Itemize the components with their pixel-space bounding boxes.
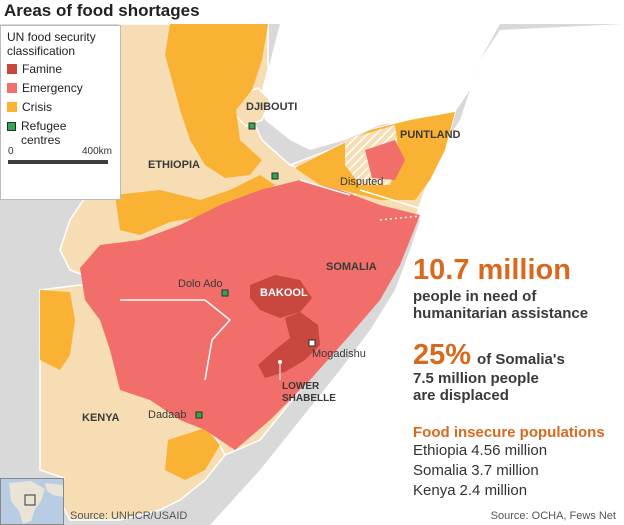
label-shabelle: SHABELLE [282,393,336,404]
label-mogadishu: Mogadishu [312,348,366,360]
displaced-value: 25% [413,339,472,371]
source-right: Source: OCHA, Fews Net [490,510,616,522]
people-in-need-desc: people in need of humanitarian assistanc… [413,288,623,322]
people-in-need-line1: people in need of [413,288,537,305]
people-in-need-line2: humanitarian assistance [413,305,589,322]
food-insecure-title: Food insecure populations [413,424,605,441]
source-left: Source: UNHCR/USAID [70,510,188,522]
locator-highlight [24,494,36,506]
border-lines [120,179,426,381]
refugee-swatch [7,122,16,131]
emergency-disputed [365,140,405,180]
label-kenya: KENYA [82,412,120,424]
crisis-ethiopia-north [165,24,268,178]
gulf-of-aden [260,24,500,150]
fi-value: 4.56 million [471,442,548,459]
famine-swatch [7,64,17,74]
displaced-block: 25% of Somalia's [413,340,623,370]
lower-shabelle-dot [278,360,282,364]
locator-globe [9,481,63,524]
food-insecure-row-kenya: Kenya 2.4 million [413,481,623,501]
famine-bakool [250,275,312,318]
legend-label-emergency: Emergency [22,81,83,95]
map-area: DJIBOUTI ETHIOPIA PUNTLAND Disputed SOMA… [0,24,624,525]
scale-bar-line [8,160,108,164]
food-insecure-row-ethiopia: Ethiopia 4.56 million [413,441,623,461]
scale-start: 0 [8,146,14,157]
legend-item-crisis: Crisis [7,100,114,114]
displaced-line1: of Somalia's [477,351,565,368]
displaced-line2: 7.5 million people [413,370,539,387]
crisis-kenya-west [40,290,75,370]
people-in-need-value: 10.7 million [413,254,571,286]
indian-ocean [210,24,624,525]
legend-item-famine: Famine [7,62,114,76]
fi-country: Ethiopia [413,442,468,459]
displaced-line3: are displaced [413,387,509,404]
label-ethiopia: ETHIOPIA [148,159,200,171]
emergency-swatch [7,83,17,93]
crisis-kenya-coast [165,428,220,480]
map-canvas: DJIBOUTI ETHIOPIA PUNTLAND Disputed SOMA… [39,24,624,525]
label-bakool: BAKOOL [260,287,308,299]
refugee-marker-ethiopia-east [271,172,279,180]
label-djibouti: DJIBOUTI [246,101,297,113]
legend-item-refugee: Refugee centres [7,119,114,147]
dotted-border [379,215,421,221]
legend-item-emergency: Emergency [7,81,114,95]
legend-label-refugee: Refugee centres [21,119,67,147]
fi-value: 3.7 million [471,462,539,479]
scale-end: 400km [81,146,112,157]
fi-value: 2.4 million [459,482,528,499]
fi-country: Kenya [413,482,456,499]
legend: UN food security classification Famine E… [0,25,121,200]
refugee-marker-djibouti [248,122,256,130]
crisis-ethiopia-central [115,175,275,235]
label-puntland: PUNTLAND [400,129,461,141]
refugee-marker-dolo-ado [221,289,229,297]
fi-country: Somalia [413,462,468,479]
label-somalia: SOMALIA [326,261,377,273]
refugee-marker-dadaab [195,411,203,419]
label-dolo-ado: Dolo Ado [178,278,223,290]
displaced-desc: 7.5 million people are displaced [413,370,623,404]
famine-lower-shabelle [258,312,320,378]
legend-label-famine: Famine [22,62,63,76]
label-lower: LOWER [282,381,320,392]
locator-land-east [45,483,63,497]
label-dadaab: Dadaab [148,409,187,421]
locator-inset-map [0,478,64,525]
legend-title: UN food security classification [7,30,96,58]
stats-panel: 10.7 million people in need of humanitar… [413,255,623,501]
legend-label-crisis: Crisis [22,100,52,114]
crisis-swatch [7,102,17,112]
label-disputed: Disputed [340,176,383,188]
city-marker-mogadishu [308,339,316,347]
food-insecure-row-somalia: Somalia 3.7 million [413,461,623,481]
locator-land [9,481,45,524]
map-title: Areas of food shortages [4,1,200,20]
emergency-area [80,180,420,450]
